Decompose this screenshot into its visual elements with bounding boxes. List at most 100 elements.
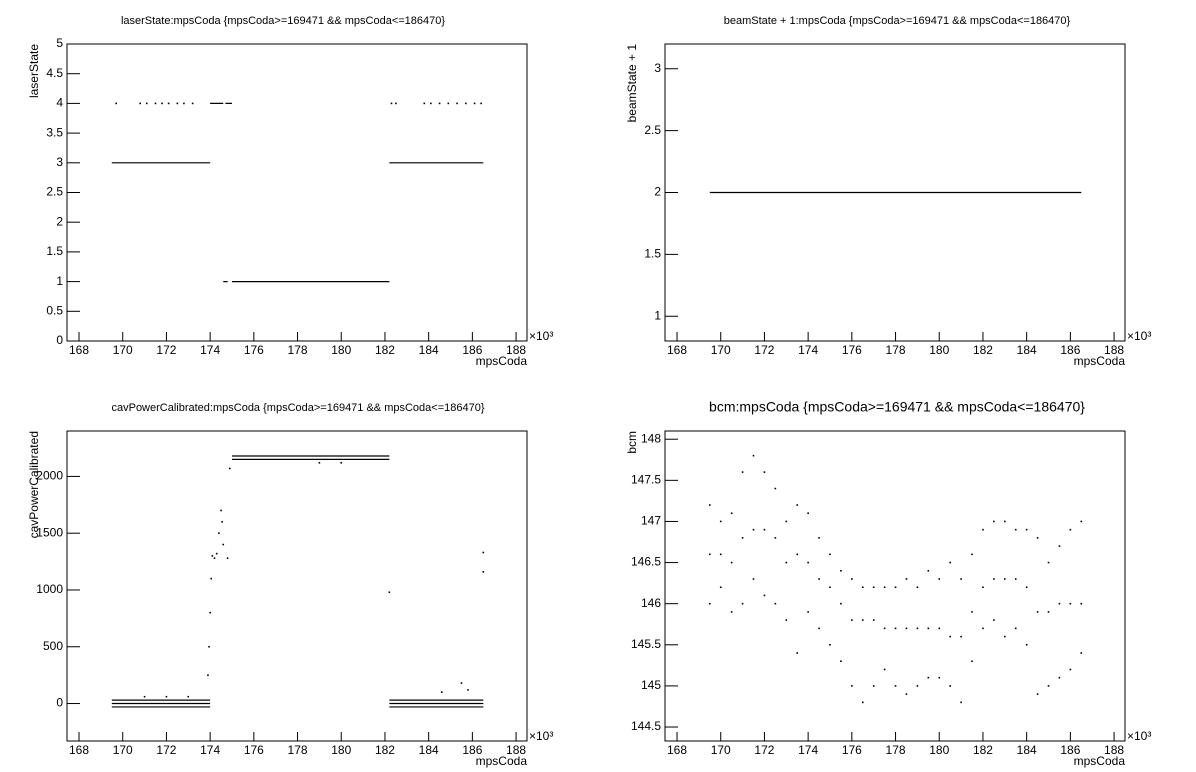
data-point <box>183 102 185 105</box>
data-point <box>708 602 711 605</box>
x-tick-label: 180 <box>929 743 949 757</box>
x-tick-label: 174 <box>200 743 220 757</box>
data-point <box>960 635 962 638</box>
data-point <box>807 512 809 515</box>
x-tick-label: 170 <box>711 743 731 757</box>
data-point <box>916 586 919 589</box>
data-point <box>167 102 170 105</box>
data-point <box>883 627 886 630</box>
data-point <box>191 102 194 105</box>
data-point <box>719 553 722 556</box>
data-point <box>115 102 117 105</box>
x-tick-label: 188 <box>1104 743 1124 757</box>
data-point <box>1025 528 1028 531</box>
data-point <box>388 591 391 594</box>
data-point <box>1069 668 1072 671</box>
x-tick-label: 188 <box>506 743 526 757</box>
x-tick-label: 184 <box>419 743 439 757</box>
x-exponent: ×10³ <box>1127 329 1151 343</box>
data-point <box>971 660 973 663</box>
x-tick-label: 188 <box>506 343 526 357</box>
data-point <box>774 602 777 605</box>
data-point <box>708 553 711 556</box>
data-point <box>1047 561 1050 564</box>
y-tick-label: 1.5 <box>644 247 661 261</box>
data-point <box>927 627 930 630</box>
data-point <box>480 102 482 105</box>
data-point <box>473 102 476 105</box>
chart-panel: beamState + 1:mpsCoda {mpsCoda>=169471 &… <box>625 15 1151 368</box>
x-tick-label: 172 <box>156 343 176 357</box>
data-point <box>207 674 209 676</box>
data-point <box>763 594 766 597</box>
data-point <box>894 586 897 589</box>
x-tick-label: 178 <box>288 743 308 757</box>
y-tick-label: 0.5 <box>46 303 63 317</box>
data-point <box>1025 586 1028 589</box>
y-tick-label: 1500 <box>36 525 63 539</box>
x-exponent: ×10³ <box>529 329 553 343</box>
data-point <box>971 611 973 613</box>
data-point <box>430 102 432 105</box>
data-point <box>220 509 222 512</box>
data-point <box>165 695 168 698</box>
data-point <box>318 461 321 464</box>
data-point <box>1036 537 1039 539</box>
x-tick-label: 186 <box>1060 343 1080 357</box>
data-point <box>226 557 229 559</box>
y-tick-label: 2000 <box>36 469 63 483</box>
data-point <box>872 685 875 687</box>
data-point <box>785 561 788 564</box>
data-point <box>916 627 919 630</box>
data-point <box>730 611 733 613</box>
data-point <box>1025 643 1028 646</box>
data-point <box>741 602 744 605</box>
data-point <box>1047 611 1050 613</box>
data-point <box>774 487 777 490</box>
x-tick-label: 188 <box>1104 343 1124 357</box>
data-point <box>176 102 179 105</box>
data-point <box>730 512 733 515</box>
data-point <box>1080 652 1083 654</box>
y-tick-label: 0 <box>56 696 63 710</box>
x-tick-label: 176 <box>244 743 264 757</box>
data-point <box>938 676 941 679</box>
y-tick-label: 2.5 <box>644 123 661 137</box>
data-point <box>395 102 397 105</box>
data-point <box>1058 602 1061 605</box>
data-point <box>861 586 864 589</box>
data-point <box>938 627 941 630</box>
data-point <box>982 528 984 531</box>
x-tick-label: 186 <box>462 343 482 357</box>
data-point <box>861 701 864 704</box>
data-point <box>1047 685 1050 687</box>
y-tick-label: 145 <box>641 678 661 692</box>
data-point <box>210 577 213 580</box>
data-point <box>447 102 450 105</box>
y-tick-label: 3 <box>56 155 63 169</box>
data-point <box>905 578 908 580</box>
x-tick-label: 168 <box>69 343 89 357</box>
y-tick-label: 500 <box>43 639 63 653</box>
data-point <box>829 553 831 556</box>
data-point <box>460 682 463 684</box>
data-point <box>883 668 886 671</box>
data-point <box>905 627 908 630</box>
y-tick-label: 2.5 <box>46 185 63 199</box>
data-point <box>785 520 788 523</box>
data-point <box>719 520 722 523</box>
data-point <box>1036 693 1039 695</box>
chart-panel: bcm:mpsCoda {mpsCoda>=169471 && mpsCoda<… <box>625 399 1151 768</box>
data-point <box>949 561 951 564</box>
x-tick-label: 180 <box>929 343 949 357</box>
x-tick-label: 174 <box>798 343 818 357</box>
y-axis-label: cavPowerCalibrated <box>27 431 41 538</box>
data-point <box>982 586 984 589</box>
data-point <box>916 685 919 687</box>
data-point <box>456 102 458 105</box>
data-point <box>807 561 809 564</box>
data-point <box>752 528 755 531</box>
data-point <box>938 578 941 580</box>
data-point <box>1080 520 1083 523</box>
data-point <box>927 676 930 679</box>
